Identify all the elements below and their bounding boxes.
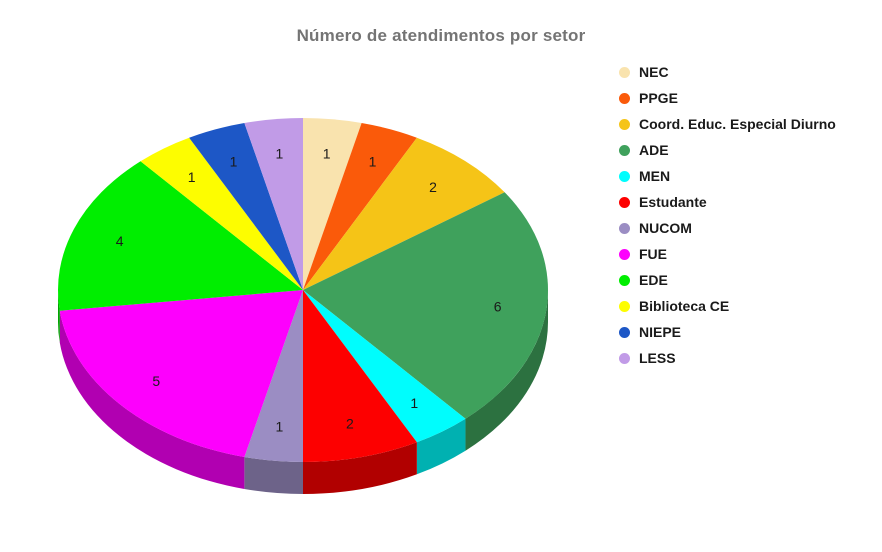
legend-item-ade: ADE	[619, 137, 836, 163]
legend-swatch-icon	[619, 66, 630, 78]
pie-slice-labels: 1 1 2 6 1 2 1 5 4 1 1 1	[116, 145, 502, 434]
pie-slice-biblioteca-ce[interactable]	[140, 137, 303, 290]
legend-item-nec: NEC	[619, 59, 836, 85]
slice-value-label-ede: 4	[116, 233, 124, 249]
legend-item-label: NUCOM	[639, 220, 692, 236]
legend-item-less: LESS	[619, 345, 836, 371]
legend-item-label: NEC	[639, 64, 669, 80]
legend-item-nucom: NUCOM	[619, 215, 836, 241]
slice-value-label-biblioteca-ce: 1	[188, 169, 196, 185]
legend-item-label: FUE	[639, 246, 667, 262]
legend-item-label: MEN	[639, 168, 671, 184]
legend-item-fue: FUE	[619, 241, 836, 267]
legend: NEC PPGE Coord. Educ. Especial Diurno ADE ME…	[619, 59, 836, 371]
legend-swatch-icon	[619, 300, 630, 312]
slice-value-label-niepe: 1	[230, 153, 238, 169]
pie-slice-side-fue	[59, 310, 245, 489]
pie-slice-nucom[interactable]	[244, 290, 303, 462]
pie-slice-fue[interactable]	[59, 290, 303, 457]
slice-value-label-men: 1	[410, 395, 418, 411]
legend-item-estudante: Estudante	[619, 189, 836, 215]
pie-slice-ade[interactable]	[303, 192, 549, 419]
slice-value-label-ppge: 1	[369, 153, 377, 169]
legend-swatch-icon	[619, 326, 630, 338]
pie-slice-side-ade	[465, 290, 548, 451]
pie-slice-niepe[interactable]	[189, 123, 303, 290]
pie-slice-side-men	[416, 418, 466, 475]
pie-slice-ppge[interactable]	[303, 123, 417, 290]
legend-swatch-icon	[619, 118, 630, 130]
pie-slice-estudante[interactable]	[303, 290, 417, 463]
legend-item-niepe: NIEPE	[619, 319, 836, 345]
legend-item-ppge: PPGE	[619, 85, 836, 111]
legend-item-label: PPGE	[639, 90, 678, 106]
pie-slice-nec[interactable]	[303, 118, 362, 290]
slice-value-label-fue: 5	[152, 373, 160, 389]
pie-slice-men[interactable]	[303, 290, 466, 443]
slice-value-label-nec: 1	[323, 145, 331, 161]
legend-item-biblioteca-ce: Biblioteca CE	[619, 293, 836, 319]
legend-item-label: LESS	[639, 350, 676, 366]
slice-value-label-ade: 6	[494, 299, 502, 315]
legend-swatch-icon	[619, 144, 630, 156]
chart-title: Número de atendimentos por setor	[296, 26, 586, 45]
legend-item-label: EDE	[639, 272, 668, 288]
legend-swatch-icon	[619, 352, 630, 364]
legend-swatch-icon	[619, 92, 630, 104]
legend-item-ede: EDE	[619, 267, 836, 293]
legend-swatch-icon	[619, 196, 630, 208]
pie-slices	[58, 118, 549, 463]
slice-value-label-coord-educ-especial-diurno: 2	[429, 179, 437, 195]
pie-slice-ede[interactable]	[58, 161, 304, 311]
legend-item-label: NIEPE	[639, 324, 682, 340]
legend-item-label: Biblioteca CE	[639, 298, 730, 314]
pie-slice-less[interactable]	[244, 118, 303, 290]
legend-swatch-icon	[619, 222, 630, 234]
legend-swatch-icon	[619, 274, 630, 286]
slice-value-label-estudante: 2	[346, 416, 354, 432]
pie-slice-coord-educ-especial-diurno[interactable]	[303, 137, 505, 290]
legend-item-label: ADE	[639, 142, 669, 158]
legend-item-label: Coord. Educ. Especial Diurno	[639, 116, 836, 132]
slice-value-label-nucom: 1	[276, 419, 284, 435]
legend-swatch-icon	[619, 170, 630, 182]
pie-slice-side-ede	[58, 290, 60, 343]
slice-value-label-less: 1	[276, 145, 284, 161]
legend-item-label: Estudante	[639, 194, 707, 210]
legend-item-men: MEN	[619, 163, 836, 189]
pie-slice-side-nucom	[244, 457, 303, 494]
legend-item-coord-educ-especial-diurno: Coord. Educ. Especial Diurno	[619, 111, 836, 137]
pie-slice-side-estudante	[303, 442, 417, 494]
pie-walls	[58, 290, 548, 494]
legend-swatch-icon	[619, 248, 630, 260]
